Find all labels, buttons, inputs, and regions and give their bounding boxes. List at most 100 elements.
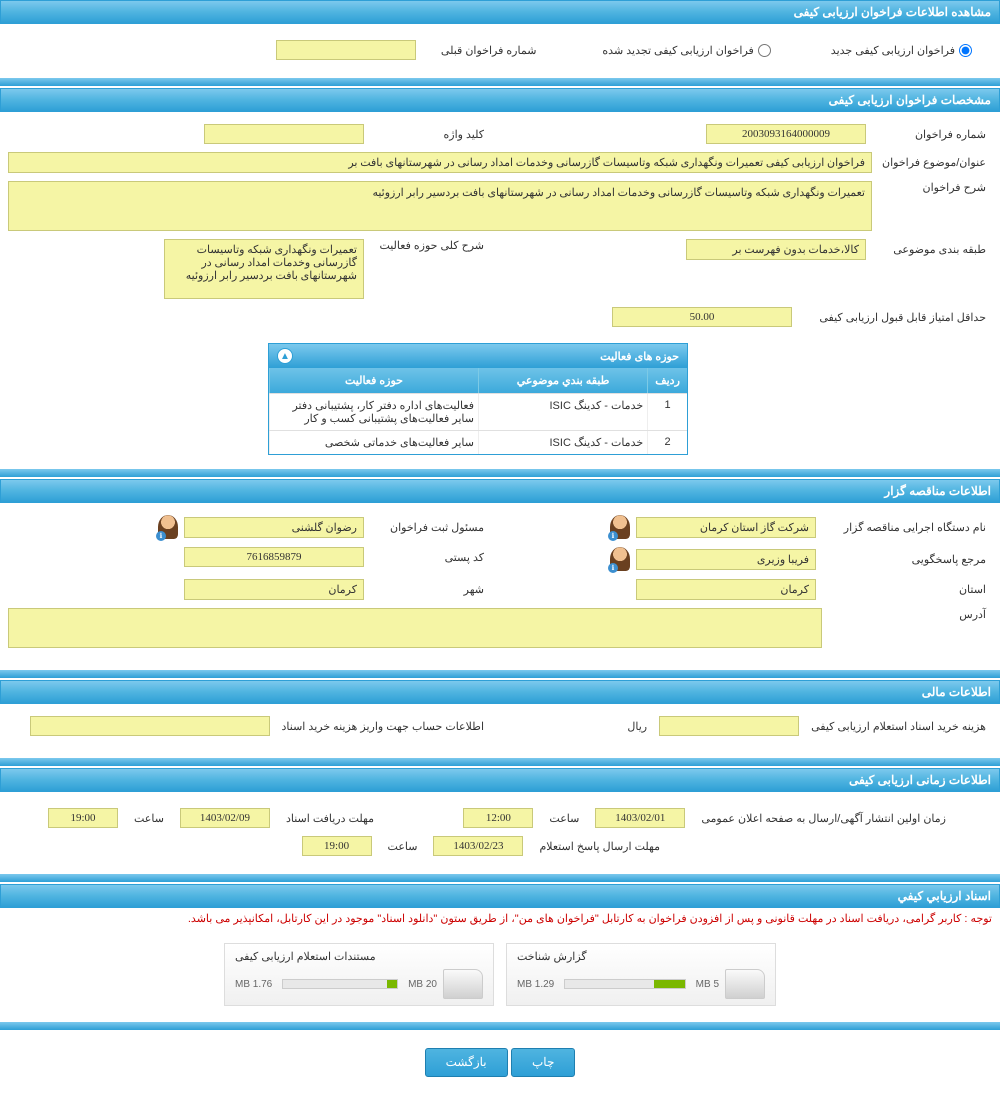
divider xyxy=(0,670,1000,678)
divider xyxy=(0,1022,1000,1030)
print-button[interactable]: چاپ xyxy=(511,1048,575,1077)
province-label: استان xyxy=(822,583,992,596)
desc-label: شرح فراخوان xyxy=(872,181,992,194)
file-box[interactable]: گزارش شناخت 5 MB 1.29 MB xyxy=(506,943,776,1006)
file-total: 5 MB xyxy=(692,979,719,990)
folder-icon xyxy=(725,969,765,999)
progress-bar xyxy=(282,979,398,989)
deadline-resp-label: مهلت ارسال پاسخ استعلام xyxy=(533,840,666,853)
radio-renewed-input[interactable] xyxy=(758,44,771,57)
person-icon[interactable] xyxy=(610,515,630,539)
doc-cost-label: هزینه خرید اسناد استعلام ارزیابی کیفی xyxy=(805,720,992,733)
org-label: نام دستگاه اجرایی مناقصه گزار xyxy=(822,521,992,534)
collapse-icon[interactable]: ▲ xyxy=(277,348,293,364)
divider xyxy=(0,874,1000,882)
col-act: حوزه فعاليت xyxy=(269,368,478,393)
person-icon[interactable] xyxy=(610,547,630,571)
back-button[interactable]: بازگشت xyxy=(425,1048,508,1077)
activity-title: حوزه های فعالیت xyxy=(600,350,679,363)
minscore-label: حداقل امتیاز قابل قبول ارزیابی کیفی xyxy=(792,311,992,324)
minscore-value: 50.00 xyxy=(612,307,792,327)
file-used: 1.29 MB xyxy=(517,979,558,990)
cell-n: 2 xyxy=(647,431,687,454)
address-label: آدرس xyxy=(822,608,992,621)
section-header-financial: اطلاعات مالی xyxy=(0,680,1000,704)
first-pub-label: زمان اولین انتشار آگهی/ارسال به صفحه اعل… xyxy=(695,812,952,825)
tenderer-band: نام دستگاه اجرایی مناقصه گزار شرکت گاز ا… xyxy=(0,503,1000,668)
timing-band: زمان اولین انتشار آگهی/ارسال به صفحه اعل… xyxy=(0,792,1000,872)
registrar-value: رضوان گلشنی xyxy=(184,517,364,538)
category-label: طبقه بندی موضوعی xyxy=(872,243,992,256)
scope-value: تعمیرات ونگهداری شبکه وتاسیسات گازرسانی … xyxy=(164,239,364,299)
hour-label-3: ساعت xyxy=(382,840,424,853)
cell-act: فعالیت‌های اداره دفتر کار، پشتیبانی دفتر… xyxy=(269,394,478,430)
person-icon[interactable] xyxy=(158,515,178,539)
table-row: 1خدمات - کدینگ ISICفعالیت‌های اداره دفتر… xyxy=(269,393,687,430)
deadline-resp-time: 19:00 xyxy=(302,836,372,856)
keyword-label: کلید واژه xyxy=(370,128,490,141)
folder-icon xyxy=(443,969,483,999)
section-header-timing: اطلاعات زمانی ارزیابی کیفی xyxy=(0,768,1000,792)
radio-new-label: فراخوان ارزیابی کیفی جدید xyxy=(831,44,955,57)
divider xyxy=(0,78,1000,86)
postal-label: کد پستی xyxy=(370,551,490,564)
prev-call-pair: شماره فراخوان قبلی xyxy=(276,40,542,60)
cell-n: 1 xyxy=(647,394,687,430)
radio-new-call[interactable]: فراخوان ارزیابی کیفی جدید xyxy=(831,44,972,57)
activity-table: حوزه های فعالیت ▲ ردیف طبقه بندي موضوعي … xyxy=(268,343,688,455)
subject-label: عنوان/موضوع فراخوان xyxy=(872,156,992,169)
file-used: 1.76 MB xyxy=(235,979,276,990)
file-title: مستندات استعلام ارزیابی کیفی xyxy=(235,950,483,963)
radio-band: فراخوان ارزیابی کیفی جدید فراخوان ارزیاب… xyxy=(0,24,1000,76)
divider xyxy=(0,469,1000,477)
deadline-recv-date: 1403/02/09 xyxy=(180,808,270,828)
financial-band: هزینه خرید اسناد استعلام ارزیابی کیفی ری… xyxy=(0,704,1000,756)
section-header-spec: مشخصات فراخوان ارزیابی کیفی xyxy=(0,88,1000,112)
section-header-view: مشاهده اطلاعات فراخوان ارزیابی کیفی xyxy=(0,0,1000,24)
radio-new-input[interactable] xyxy=(959,44,972,57)
progress-bar xyxy=(564,979,685,989)
prev-call-value xyxy=(276,40,416,60)
deadline-recv-time: 19:00 xyxy=(48,808,118,828)
address-value xyxy=(8,608,822,648)
file-box[interactable]: مستندات استعلام ارزیابی کیفی 20 MB 1.76 MB xyxy=(224,943,494,1006)
currency-label: ریال xyxy=(533,720,653,733)
subject-value: فراخوان ارزیابی کیفی تعمیرات ونگهداری شب… xyxy=(8,152,872,173)
respondent-value: فریبا وزیری xyxy=(636,549,816,570)
notice-text: توجه : کاربر گرامی، دریافت اسناد در مهلت… xyxy=(0,908,1000,929)
city-label: شهر xyxy=(370,583,490,596)
call-number-value: 2003093164000009 xyxy=(706,124,866,144)
deadline-recv-label: مهلت دریافت اسناد xyxy=(280,812,380,825)
first-pub-date: 1403/02/01 xyxy=(595,808,685,828)
deadline-resp-date: 1403/02/23 xyxy=(433,836,523,856)
registrar-label: مسئول ثبت فراخوان xyxy=(370,521,490,534)
doc-cost-value xyxy=(659,716,799,736)
respondent-label: مرجع پاسخگویی xyxy=(822,553,992,566)
table-row: 2خدمات - کدینگ ISICسایر فعالیت‌های خدمات… xyxy=(269,430,687,454)
city-value: کرمان xyxy=(184,579,364,600)
keyword-value xyxy=(204,124,364,144)
cell-act: سایر فعالیت‌های خدماتی شخصی xyxy=(269,431,478,454)
province-value: کرمان xyxy=(636,579,816,600)
desc-value: تعمیرات ونگهداری شبکه وتاسیسات گازرسانی … xyxy=(8,181,872,231)
cell-cat: خدمات - کدینگ ISIC xyxy=(478,394,647,430)
prev-call-label: شماره فراخوان قبلی xyxy=(422,44,542,57)
org-value: شرکت گاز استان کرمان xyxy=(636,517,816,538)
radio-renewed-call[interactable]: فراخوان ارزیابی کیفی تجدید شده xyxy=(602,44,770,57)
first-pub-time: 12:00 xyxy=(463,808,533,828)
call-number-label: شماره فراخوان xyxy=(872,128,992,141)
file-boxes: گزارش شناخت 5 MB 1.29 MB مستندات استعلام ار… xyxy=(0,929,1000,1020)
radio-renewed-label: فراخوان ارزیابی کیفی تجدید شده xyxy=(602,44,753,57)
section-header-docs: اسناد ارزيابي كيفي xyxy=(0,884,1000,908)
hour-label-1: ساعت xyxy=(543,812,585,825)
section-header-tenderer: اطلاعات مناقصه گزار xyxy=(0,479,1000,503)
account-label: اطلاعات حساب جهت واریز هزینه خرید اسناد xyxy=(276,720,490,733)
cell-cat: خدمات - کدینگ ISIC xyxy=(478,431,647,454)
file-title: گزارش شناخت xyxy=(517,950,765,963)
spec-band: شماره فراخوان 2003093164000009 کلید واژه… xyxy=(0,112,1000,467)
hour-label-2: ساعت xyxy=(128,812,170,825)
file-total: 20 MB xyxy=(404,979,437,990)
category-value: کالا،خدمات بدون فهرست بر xyxy=(686,239,866,260)
divider xyxy=(0,758,1000,766)
postal-value: 7616859879 xyxy=(184,547,364,567)
